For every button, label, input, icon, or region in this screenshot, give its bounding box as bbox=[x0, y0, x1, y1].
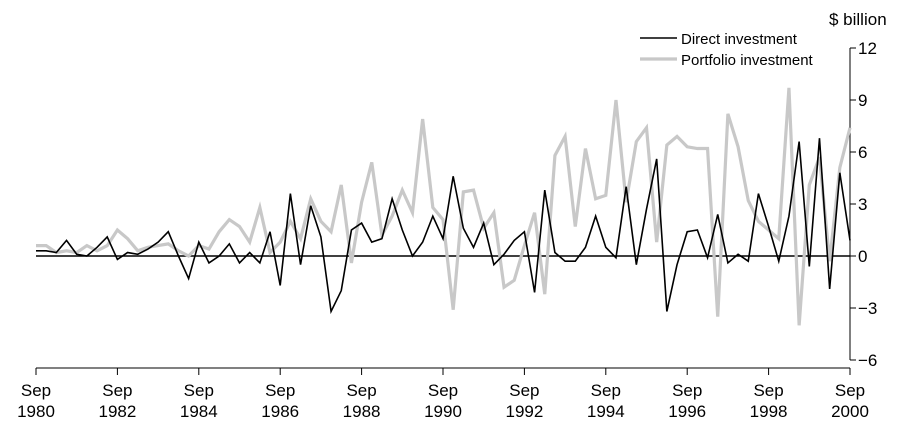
x-tick-label-month: Sep bbox=[509, 381, 539, 400]
y-axis: 12 9 6 3 0 −3 −6 bbox=[849, 39, 877, 370]
x-tick-label-month: Sep bbox=[591, 381, 621, 400]
legend-label-portfolio-investment: Portfolio investment bbox=[681, 52, 814, 69]
x-tick-label-year: 1986 bbox=[261, 402, 299, 421]
x-tick-label-year: 1994 bbox=[587, 402, 625, 421]
x-tick-label-year: 1982 bbox=[98, 402, 136, 421]
x-tick-label-year: 2000 bbox=[831, 402, 869, 421]
x-tick-label-month: Sep bbox=[346, 381, 376, 400]
x-tick-label-month: Sep bbox=[102, 381, 132, 400]
y-tick-label: 9 bbox=[858, 91, 867, 110]
x-tick-label-year: 1984 bbox=[180, 402, 218, 421]
legend: Direct investment Portfolio investment bbox=[640, 31, 814, 69]
y-axis-unit-label: $ billion bbox=[829, 10, 887, 29]
x-tick-label-month: Sep bbox=[835, 381, 865, 400]
y-tick-label: 6 bbox=[858, 143, 867, 162]
series-layer bbox=[36, 87, 852, 326]
y-tick-label: 12 bbox=[858, 39, 877, 58]
y-tick-label: 0 bbox=[858, 247, 867, 266]
x-tick-label-month: Sep bbox=[753, 381, 783, 400]
x-tick-label-month: Sep bbox=[428, 381, 458, 400]
x-tick-label-year: 1992 bbox=[505, 402, 543, 421]
x-tick-label-year: 1988 bbox=[343, 402, 381, 421]
y-tick-label: −6 bbox=[858, 351, 877, 370]
x-axis: Sep 1980 Sep 1982 Sep 1984 Sep 1986 Sep 1988 Sep 19… bbox=[17, 367, 869, 421]
series-line-direct-investment bbox=[36, 138, 851, 315]
x-tick-label-year: 1996 bbox=[668, 402, 706, 421]
x-tick-label-month: Sep bbox=[21, 381, 51, 400]
x-tick-label-year: 1980 bbox=[17, 402, 55, 421]
x-tick-label-year: 1998 bbox=[750, 402, 788, 421]
legend-label-direct-investment: Direct investment bbox=[681, 31, 798, 48]
x-tick-label-month: Sep bbox=[265, 381, 295, 400]
x-tick-label-year: 1990 bbox=[424, 402, 462, 421]
x-tick-label-month: Sep bbox=[672, 381, 702, 400]
series-line-portfolio-investment bbox=[36, 87, 852, 326]
x-tick-label-month: Sep bbox=[184, 381, 214, 400]
y-tick-label: −3 bbox=[858, 299, 877, 318]
y-tick-label: 3 bbox=[858, 195, 867, 214]
